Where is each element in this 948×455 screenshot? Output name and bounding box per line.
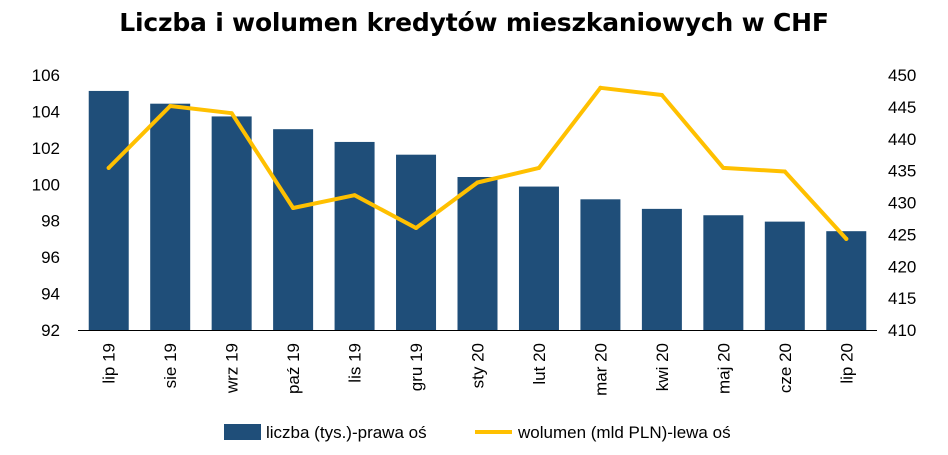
volume-point [782,169,787,174]
volume-point [721,165,726,170]
left-tick-label: 94 [41,285,60,304]
x-tick-label: cze 20 [776,343,795,393]
x-tick-label: mar 20 [591,343,610,396]
x-tick-label: maj 20 [714,343,733,394]
volume-point [168,103,173,108]
x-tick-label: lip 20 [837,343,856,384]
x-tick-label: kwi 20 [653,343,672,391]
bar-kwi-20 [641,208,682,330]
x-tick-label: sty 20 [469,343,488,388]
x-axis: lip 19 sie 19 wrz 19 paź 19 lis 19 gru 19 sty … [78,330,877,396]
bar-lip-19 [88,90,129,330]
volume-point [414,226,419,230]
bar-series [88,90,867,330]
bar-gru-19 [396,154,437,330]
bar-lut-20 [518,186,559,330]
left-tick-label: 106 [32,66,60,85]
left-tick-label: 98 [41,212,60,231]
left-tick-label: 100 [32,175,60,194]
right-tick-label: 430 [888,194,916,213]
right-tick-label: 435 [888,162,916,181]
volume-point [659,93,664,98]
bar-sie-19 [150,103,191,330]
volume-point [229,111,234,116]
left-tick-label: 92 [41,321,60,340]
right-tick-label: 410 [888,321,916,340]
right-tick-label: 425 [888,225,916,244]
bar-cze-20 [764,221,805,330]
x-tick-label: wrz 19 [223,343,242,394]
bar-sty-20 [457,177,498,330]
x-tick-label: paź 19 [284,343,303,394]
left-tick-label: 104 [32,102,60,121]
x-tick-label: gru 19 [407,343,426,391]
x-tick-label: lis 19 [346,343,365,383]
legend-bar-label: liczba (tys.)-prawa oś [266,423,427,442]
volume-point [352,193,357,198]
right-tick-label: 440 [888,130,916,149]
left-tick-label: 102 [32,139,60,158]
left-tick-label: 96 [41,248,60,267]
right-tick-label: 420 [888,257,916,276]
x-tick-label: lip 19 [100,343,119,384]
volume-point [844,236,849,241]
bar-wrz-19 [211,116,252,330]
volume-point [291,205,296,210]
volume-point [106,165,111,170]
right-axis: 410 415 420 425 430 435 440 445 450 [888,66,916,340]
bar-lip-20 [826,231,867,330]
x-tick-label: lut 20 [530,343,549,385]
volume-point [475,180,480,185]
x-tick-label: sie 19 [161,343,180,388]
line-series [106,85,849,241]
bar-mar-20 [580,199,621,330]
bar-paź-19 [273,129,314,330]
volume-point [536,165,541,170]
volume-point [598,85,603,90]
chart-title: Liczba i wolumen kredytów mieszkaniowych… [119,8,829,37]
legend-line-label: wolumen (mld PLN)-lewa oś [517,423,731,442]
legend-bar-swatch [224,424,261,440]
right-tick-label: 445 [888,98,916,117]
right-tick-label: 450 [888,66,916,85]
left-axis: 92 94 96 98 100 102 104 106 [32,66,60,340]
legend: liczba (tys.)-prawa oś wolumen (mld PLN)-… [224,423,731,442]
bar-maj-20 [703,215,744,330]
bar-lis-19 [334,141,375,330]
right-tick-label: 415 [888,289,916,308]
